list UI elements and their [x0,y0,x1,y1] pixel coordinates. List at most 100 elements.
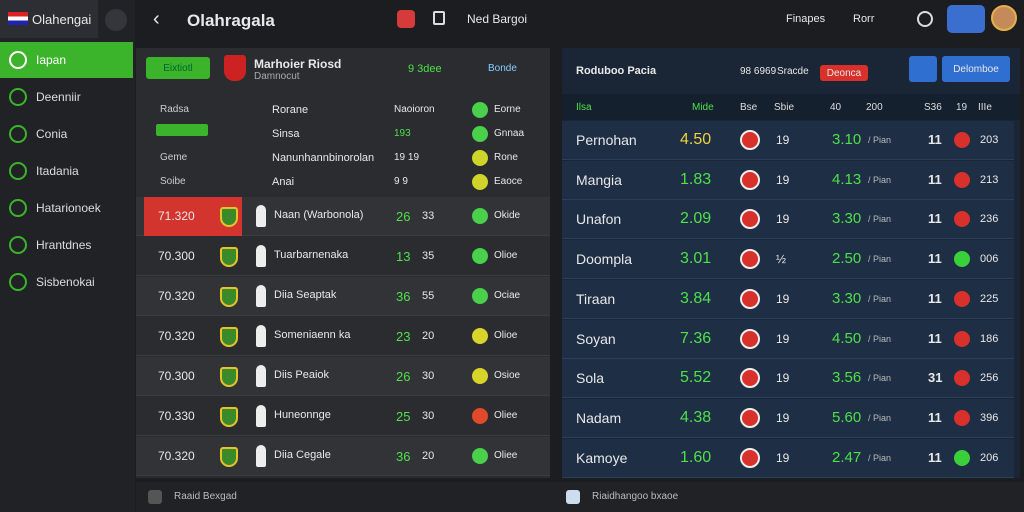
team-logo [220,287,238,307]
score-b: 30 [422,410,435,422]
total: 006 [980,253,999,266]
odds-row[interactable]: Sola 5.52 19 3.56 / Pian 31 256 [562,359,1014,399]
total: 213 [980,173,999,186]
team-logo [224,55,246,81]
score-a: 23 [396,329,411,344]
back-button[interactable]: ‹ [153,8,160,30]
match-row[interactable]: 70.330 Huneonnge 25 30 Oliee [136,397,550,436]
badge [954,330,970,347]
count: 19 [776,172,790,187]
column-header: IIIe [978,102,992,113]
odds-row[interactable]: Unafon 2.09 19 3.30 / Pian 11 236 [562,200,1014,240]
status-icon [472,328,488,344]
time: 70.320 [158,289,195,303]
top-link[interactable]: Rorr [853,13,875,25]
topbar: ‹ Olahragala Ned Bargoi Finapes Rorr [135,0,1024,40]
doc-icon[interactable] [433,11,445,25]
nav-item[interactable]: Hatarionoek [0,190,133,226]
score-a: 36 [396,449,411,464]
team-logo [740,328,760,349]
status-text: Raaid Bexgad [174,491,237,502]
odds-row[interactable]: Mangia 1.83 19 4.13 / Pian 11 213 [562,160,1014,200]
nav-item[interactable]: Conia [0,116,133,152]
nav-item[interactable]: Iapan [0,42,133,78]
column-header: S36 [924,102,942,113]
badge [954,211,970,228]
score-a: 25 [396,409,411,424]
avatar[interactable] [991,5,1017,31]
filter-button[interactable]: Eixtiotl [146,57,210,79]
score-a: 26 [396,209,411,224]
odds-row[interactable]: Kamoye 1.60 19 2.47 / Pian 11 206 [562,438,1014,478]
match-row[interactable]: 70.320 Diia Seaptak 36 55 Ociae [136,277,550,316]
status-icon [472,368,488,384]
nav-item[interactable]: Hrantdnes [0,227,133,263]
status: Oliee [494,450,518,461]
sidebar [0,0,135,512]
nav-icon [9,273,27,291]
settings-icon[interactable] [917,11,933,27]
status: Eorne [494,104,521,115]
bottom-bar: Raaid Bexgad Riaidhangoo bxaoe [136,482,1024,512]
score-a: 13 [396,249,411,264]
code: 98 6969 [740,66,777,77]
odds-row[interactable]: Tiraan 3.84 19 3.30 / Pian 11 225 [562,279,1014,319]
player: Rorane [272,104,309,116]
score-b: 55 [422,290,435,302]
nav-item[interactable]: Itadania [0,153,133,189]
player-icon [256,285,266,307]
odds-row[interactable]: Nadam 4.38 19 5.60 / Pian 11 396 [562,398,1014,438]
count: 11 [928,409,942,425]
odds-row[interactable]: Soyan 7.36 19 4.50 / Pian 11 186 [562,319,1014,359]
nav-icon [9,88,27,106]
nav-item[interactable]: Deenniir [0,79,133,115]
chat-icon[interactable] [148,490,162,504]
status-icon [472,150,488,166]
match-row[interactable]: 70.300 Tuarbarnenaka 13 35 Olioe [136,237,550,276]
odds-row[interactable]: Pernohan 4.50 19 3.10 / Pian 11 203 [562,121,1014,160]
player: Diia Cegale [274,449,331,461]
top-link[interactable]: Finapes [786,13,826,25]
player: Huneonnge [274,409,331,421]
total: 225 [980,292,999,305]
match-row[interactable]: 70.300 Diis Peaiok 26 30 Osioe [136,357,550,396]
player-icon [256,405,266,427]
badge [954,370,970,387]
value: 4.50 [832,329,862,347]
column-header: Mide [692,102,714,113]
chat-icon[interactable] [566,490,580,504]
unit: / Pian [868,254,892,265]
action-button[interactable] [947,5,985,33]
player: Diia Seaptak [274,289,337,301]
total: 206 [980,451,999,464]
blue-button[interactable]: Delomboe [942,56,1010,82]
odds: Naoioron [394,104,435,115]
score-b: 20 [422,330,435,342]
count: 11 [928,330,942,346]
icon-button[interactable] [909,56,937,82]
match-row[interactable]: 70.320 Someniaenn ka 23 20 Olioe [136,317,550,356]
status: Ociae [494,290,521,301]
column-header: 40 [830,102,842,113]
red-button[interactable]: Deonca [820,65,868,81]
nav-item[interactable]: Sisbenokai [0,264,133,300]
odds-row[interactable]: Doompla 3.01 ½ 2.50 / Pian 11 006 [562,240,1014,280]
link[interactable]: Bonde [488,63,517,74]
time: 70.300 [158,249,195,263]
nav-icon [9,51,27,69]
menu-dropdown[interactable]: Ned Bargoi [467,12,528,26]
collapse-button[interactable] [105,9,127,31]
player: Tuarbarnenaka [274,249,349,261]
team-name: Nadam [576,409,622,426]
status: Eaoce [494,176,523,187]
app-icon[interactable] [397,10,415,28]
button-label: Eixtiotl [163,62,193,74]
team-logo [740,447,760,468]
status: Olioe [494,250,518,261]
player-icon [256,325,266,347]
match-row[interactable]: 70.320 Diia Cegale 36 20 Oliee [136,437,550,476]
match-row[interactable]: 71.320 Naan (Warbonola) 26 33 Okide [136,197,550,236]
badge [954,409,970,426]
odds: 9 9 [394,176,408,187]
team-sub: Damnocut [254,71,300,82]
